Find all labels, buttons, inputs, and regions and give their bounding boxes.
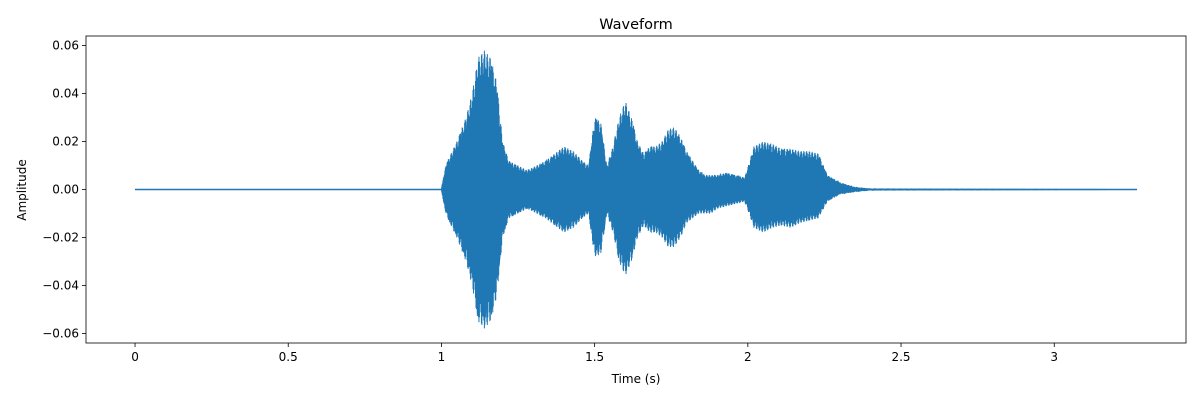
y-tick-label: −0.04	[42, 278, 79, 292]
chart-title: Waveform	[599, 17, 673, 33]
x-tick-label: 1	[438, 350, 446, 364]
y-tick-label: 0.00	[52, 183, 79, 197]
plot-area	[135, 50, 1137, 329]
x-tick-label: 3	[1050, 350, 1058, 364]
y-tick-label: 0.06	[52, 39, 79, 53]
x-tick-label: 0.5	[279, 350, 298, 364]
y-tick-label: −0.02	[42, 230, 79, 244]
y-axis-label: Amplitude	[15, 159, 29, 221]
x-tick-label: 0	[131, 350, 139, 364]
x-tick-label: 1.5	[585, 350, 604, 364]
y-axis: −0.06 −0.04 −0.02 0.00 0.02 0.04 0.06	[42, 39, 86, 340]
x-axis-label: Time (s)	[611, 372, 661, 386]
y-tick-label: 0.02	[52, 135, 79, 149]
y-tick-label: 0.04	[52, 87, 79, 101]
y-tick-label: −0.06	[42, 326, 79, 340]
x-axis: 0 0.5 1 1.5 2 2.5 3	[131, 343, 1058, 364]
x-tick-label: 2.5	[891, 350, 910, 364]
x-tick-label: 2	[744, 350, 752, 364]
